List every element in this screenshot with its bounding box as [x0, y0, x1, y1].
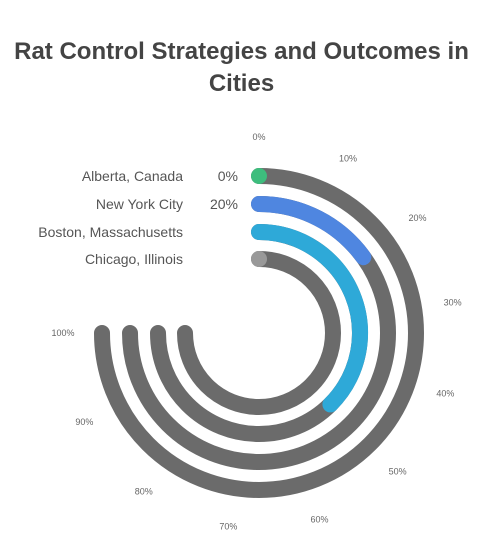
tick-label: 0%: [252, 132, 265, 142]
tick-label: 70%: [219, 522, 237, 532]
bar: [251, 251, 267, 267]
category-label: Boston, Massachusetts: [38, 224, 183, 240]
bars: [251, 168, 372, 413]
tick-label: 50%: [389, 467, 407, 477]
category-label: Alberta, Canada: [82, 168, 183, 184]
bar-track: [177, 251, 341, 415]
category-label: New York City: [96, 196, 183, 212]
category-label: Chicago, Illinois: [85, 251, 183, 267]
tick-labels: 0% 10% 20% 30% 40% 50% 60% 70% 80% 90% 100%: [51, 132, 461, 532]
bar: [251, 196, 372, 266]
bar-track: [94, 168, 424, 498]
category-labels: Alberta, Canada 0% New York City 20% Boston,…: [38, 168, 238, 267]
chart-title: Rat Control Strategies and Outcomes in C…: [14, 38, 469, 97]
tick-label: 80%: [135, 487, 153, 497]
tick-label: 20%: [409, 213, 427, 223]
tick-label: 90%: [75, 417, 93, 427]
value-label: 20%: [210, 196, 238, 212]
value-label: 0%: [218, 168, 238, 184]
tick-label: 10%: [339, 153, 357, 163]
tick-label: 100%: [51, 328, 74, 338]
bar: [251, 168, 267, 184]
tick-label: 60%: [311, 514, 329, 524]
tick-label: 30%: [444, 297, 462, 307]
bar: [251, 224, 368, 413]
tick-label: 40%: [436, 389, 454, 399]
